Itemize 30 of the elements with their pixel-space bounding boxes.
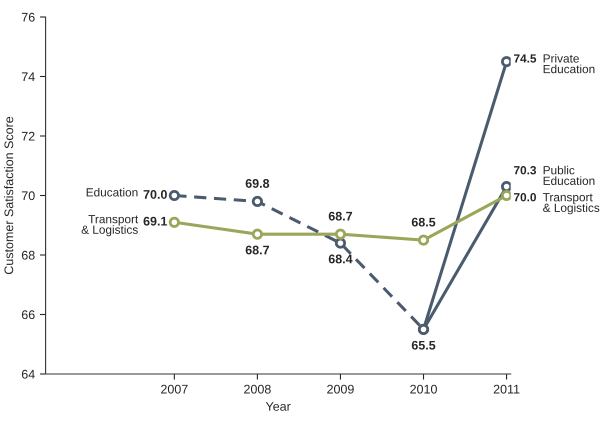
x-tick-label: 2007 bbox=[161, 384, 188, 394]
text: Transport & Logistics bbox=[542, 193, 600, 214]
x-tick-label: 2011 bbox=[494, 384, 520, 394]
data-label: 68.7 bbox=[328, 212, 352, 221]
text: Public Education bbox=[544, 166, 594, 185]
data-label: 65.5 bbox=[412, 340, 436, 350]
y-tick-label: 72 bbox=[22, 132, 35, 141]
x-tick-label: 2009 bbox=[327, 384, 354, 394]
data-label: 69.8 bbox=[246, 179, 270, 188]
y-tick-label: 64 bbox=[22, 370, 35, 379]
x-axis-title: Year bbox=[266, 402, 291, 411]
data-label: 68.7 bbox=[246, 246, 270, 254]
y-tick-label: 70 bbox=[22, 191, 35, 200]
data-label: 74.5 bbox=[514, 54, 536, 63]
data-label: 69.1 bbox=[144, 216, 168, 226]
text: Private Education bbox=[544, 54, 594, 74]
x-tick-label: 2008 bbox=[244, 384, 271, 394]
data-label: 68.5 bbox=[412, 218, 436, 227]
y-tick-label: 66 bbox=[22, 310, 35, 320]
y-axis-title: Customer Satisfaction Score bbox=[4, 116, 14, 274]
y-tick-label: 76 bbox=[22, 12, 35, 22]
x-tick-label: 2010 bbox=[410, 384, 437, 394]
text: Education bbox=[86, 188, 138, 197]
data-label: 70.0 bbox=[514, 193, 536, 202]
data-label: 70.0 bbox=[144, 190, 167, 199]
text: Transport & Logistics bbox=[82, 215, 138, 236]
data-label: 70.3 bbox=[514, 166, 536, 174]
y-tick-label: 68 bbox=[22, 250, 35, 260]
data-label: 68.4 bbox=[328, 254, 353, 264]
y-tick-label: 74 bbox=[22, 72, 35, 82]
